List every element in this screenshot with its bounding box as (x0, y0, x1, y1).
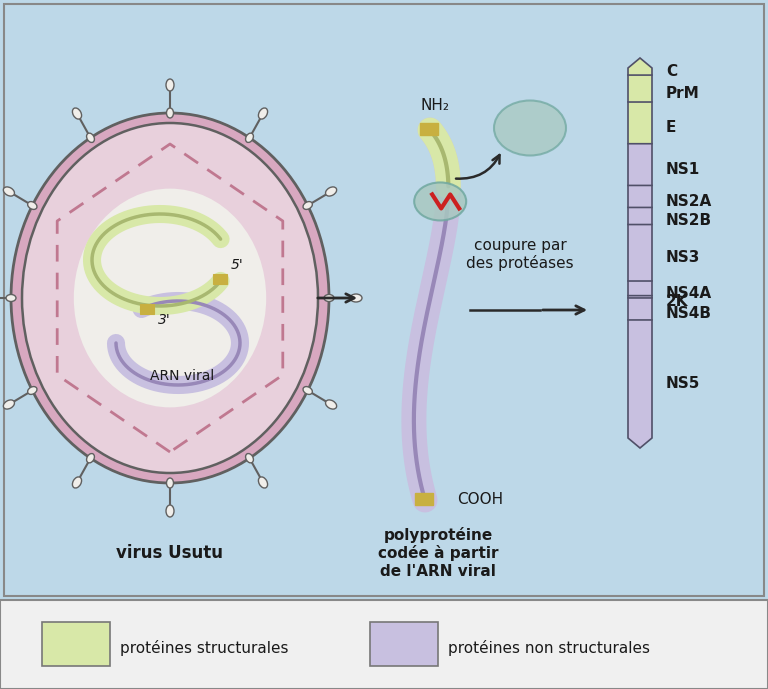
Text: 5': 5' (230, 258, 243, 272)
Ellipse shape (350, 294, 362, 302)
Bar (4, 4, 764, 596)
Ellipse shape (6, 294, 16, 302)
Polygon shape (628, 185, 652, 218)
Ellipse shape (28, 202, 37, 209)
Text: polyprotéine: polyprotéine (383, 527, 492, 543)
Text: NS3: NS3 (666, 250, 700, 265)
Ellipse shape (87, 453, 94, 463)
Bar (415, 493, 433, 505)
Text: ARN viral: ARN viral (150, 369, 214, 383)
Ellipse shape (303, 202, 313, 209)
Bar (370, 622, 438, 666)
Text: NS2B: NS2B (666, 214, 712, 229)
Polygon shape (628, 320, 652, 448)
Text: NH₂: NH₂ (421, 98, 449, 113)
Text: protéines structurales: protéines structurales (120, 640, 289, 656)
Ellipse shape (303, 387, 313, 394)
Text: NS1: NS1 (666, 162, 700, 177)
Polygon shape (628, 207, 652, 234)
Ellipse shape (494, 101, 566, 156)
Ellipse shape (166, 79, 174, 91)
Text: 2K: 2K (666, 294, 688, 309)
Text: C: C (666, 64, 677, 79)
Ellipse shape (166, 505, 174, 517)
Ellipse shape (72, 477, 81, 488)
Ellipse shape (87, 133, 94, 143)
Text: COOH: COOH (457, 492, 503, 507)
Ellipse shape (414, 183, 466, 220)
Ellipse shape (28, 387, 37, 394)
Bar (140, 304, 154, 314)
Polygon shape (628, 144, 652, 196)
Ellipse shape (11, 113, 329, 483)
Ellipse shape (3, 400, 15, 409)
Text: coupure par: coupure par (474, 238, 566, 253)
Text: NS4A: NS4A (666, 286, 712, 301)
Polygon shape (628, 298, 652, 330)
Ellipse shape (167, 108, 174, 118)
Bar (420, 123, 438, 135)
Text: protéines non structurales: protéines non structurales (448, 640, 650, 656)
Ellipse shape (246, 453, 253, 463)
Ellipse shape (74, 189, 266, 407)
Text: virus Usutu: virus Usutu (117, 544, 223, 562)
Polygon shape (628, 296, 652, 308)
Ellipse shape (258, 108, 267, 119)
Bar (42, 622, 110, 666)
Ellipse shape (324, 294, 334, 302)
Bar (213, 274, 227, 284)
Text: E: E (666, 121, 677, 135)
Ellipse shape (3, 187, 15, 196)
Text: codée à partir: codée à partir (378, 545, 498, 561)
Text: NS2A: NS2A (666, 194, 712, 209)
Polygon shape (628, 225, 652, 291)
Ellipse shape (167, 478, 174, 488)
Polygon shape (628, 102, 652, 154)
Polygon shape (628, 281, 652, 306)
Polygon shape (628, 58, 652, 85)
Ellipse shape (246, 133, 253, 143)
Bar (0, 600, 768, 689)
Ellipse shape (72, 108, 81, 119)
Text: NS4B: NS4B (666, 307, 712, 322)
Ellipse shape (22, 123, 318, 473)
Ellipse shape (258, 477, 267, 488)
Ellipse shape (326, 400, 336, 409)
Text: PrM: PrM (666, 86, 700, 101)
Text: NS5: NS5 (666, 376, 700, 391)
Ellipse shape (326, 187, 336, 196)
Text: de l'ARN viral: de l'ARN viral (380, 564, 496, 579)
Text: des protéases: des protéases (466, 255, 574, 271)
Polygon shape (628, 75, 652, 112)
Text: 3': 3' (157, 313, 170, 327)
